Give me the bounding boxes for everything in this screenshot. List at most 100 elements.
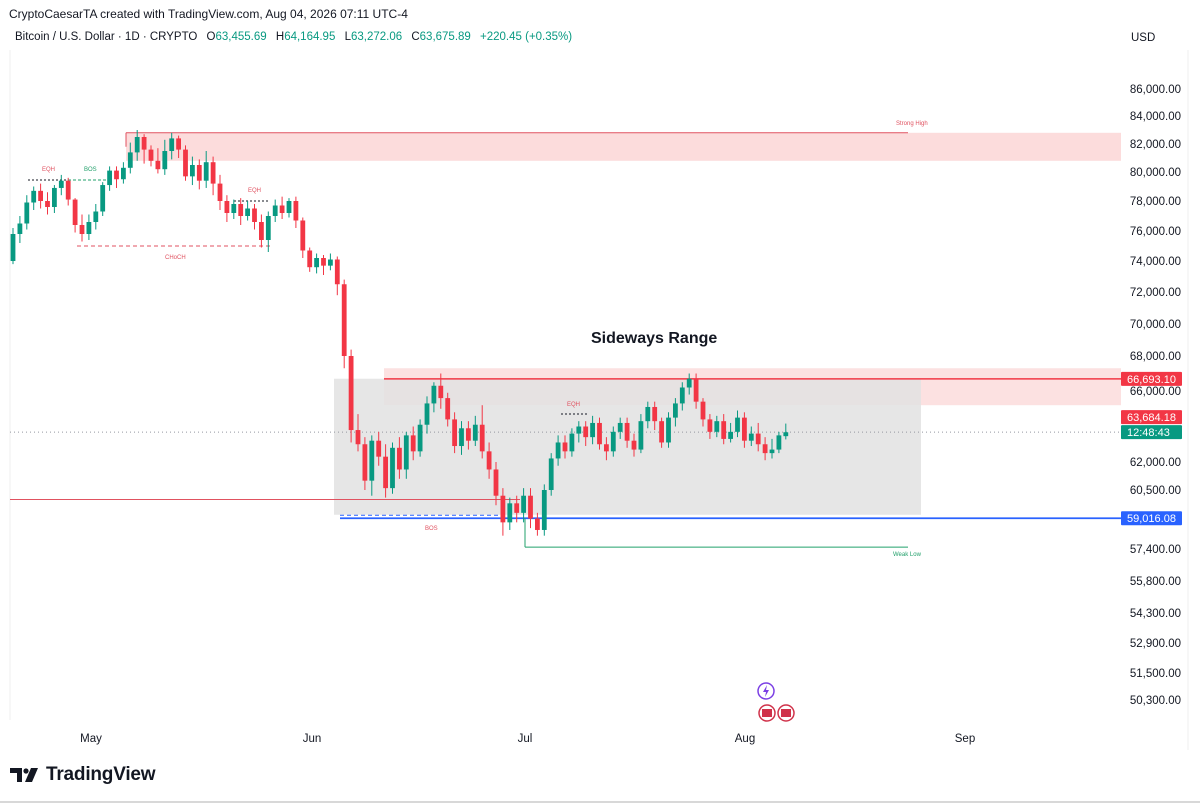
price-axis-label: 60,500.00 (1130, 485, 1181, 497)
time-axis-label: May (80, 733, 102, 745)
candle-body (31, 190, 37, 203)
candle (707, 414, 713, 439)
annotation-bos: BOS (425, 526, 438, 532)
symbol-name[interactable]: Bitcoin / U.S. Dollar · 1D · CRYPTO (15, 31, 198, 43)
high-label: H (275, 31, 285, 43)
candle (52, 185, 57, 213)
annotation-strong-high: Strong High (896, 121, 928, 127)
candle-body (390, 447, 395, 489)
candle-body (769, 449, 775, 454)
candle (638, 414, 644, 454)
candle (334, 256, 340, 296)
price-axis-label: 86,000.00 (1130, 84, 1181, 96)
candle (417, 419, 423, 457)
candle (38, 183, 43, 209)
candle-body (348, 356, 354, 431)
candle-body (617, 422, 623, 432)
candle-body (196, 165, 202, 181)
candle-body (493, 469, 499, 496)
candle-body (721, 421, 727, 439)
low-value: 63,272.06 (350, 31, 403, 43)
open-value: 63,455.69 (215, 31, 267, 43)
candle-body (403, 435, 409, 470)
candle (459, 421, 464, 455)
candle (100, 182, 106, 216)
candle-body (334, 259, 340, 285)
candle-body (286, 201, 292, 213)
price-axis-label: 80,000.00 (1130, 167, 1181, 179)
candle-body (431, 385, 437, 404)
candle (176, 135, 181, 158)
candle-body (307, 250, 313, 268)
candle-body (58, 180, 64, 188)
candle (58, 174, 64, 196)
annotation-bos: BOS (84, 167, 97, 173)
price-axis-label: 52,900.00 (1130, 638, 1181, 650)
candle (252, 204, 257, 230)
candle-body (659, 421, 664, 443)
candle (755, 422, 761, 452)
candle-body (24, 202, 30, 224)
candle-body (638, 421, 644, 450)
candle (348, 349, 354, 443)
candle-body (231, 204, 237, 213)
candle-body (562, 442, 568, 452)
price-axis-label: 78,000.00 (1130, 196, 1181, 208)
candle-body (569, 433, 575, 452)
candle-body (259, 222, 264, 240)
price-tag-label: 12:48:43 (1127, 427, 1170, 439)
candle-body (245, 208, 250, 216)
candle-body (121, 167, 126, 180)
candle-body (279, 205, 285, 213)
candle (265, 211, 271, 252)
lightning-bolt (763, 685, 769, 697)
currency-label[interactable]: USD (1131, 32, 1156, 44)
candle-body (362, 444, 368, 481)
bottom-divider (0, 801, 1200, 803)
candle (65, 177, 71, 206)
candle (583, 421, 589, 447)
annotation-weak-low: Weak Low (893, 552, 922, 558)
candle (479, 405, 485, 459)
candle (259, 214, 264, 248)
price-chart[interactable]: Strong High EQH BOS EQH CHoCH EQH BOS Weak Low S… (0, 0, 1200, 760)
candle-body (500, 495, 506, 523)
candle-body (100, 185, 106, 212)
candle (452, 412, 457, 454)
candle (576, 421, 582, 443)
candle-body (314, 258, 319, 268)
candle-body (700, 401, 706, 420)
candle-body (604, 444, 609, 452)
annotation-eqh: EQH (567, 402, 580, 408)
candle-body (65, 180, 71, 200)
close-value: 63,675.89 (419, 31, 471, 43)
candle (555, 435, 561, 466)
candle (24, 195, 30, 230)
candle (141, 134, 147, 164)
candle-body (397, 447, 402, 470)
candle-body (210, 162, 216, 184)
candle (548, 453, 554, 496)
flag-body (762, 709, 772, 717)
candle-body (169, 138, 175, 151)
tradingview-logo[interactable]: TradingView (10, 764, 156, 786)
supply-zone-high (126, 132, 1121, 161)
open-label: O (206, 31, 216, 43)
candle (624, 417, 630, 448)
candle-body (583, 426, 589, 438)
price-axis-label: 57,400.00 (1130, 544, 1181, 556)
candle-body (148, 149, 154, 161)
candle (162, 139, 168, 175)
candle-body (783, 432, 789, 437)
candle-body (624, 422, 630, 441)
candle (72, 198, 78, 233)
candle-body (141, 137, 147, 150)
candle-body (183, 149, 188, 177)
candle-body (693, 378, 699, 402)
candle-body (666, 417, 671, 443)
time-axis-label: Sep (955, 733, 975, 745)
candle-body (162, 151, 168, 170)
candle-body (272, 205, 278, 216)
candle (617, 417, 623, 439)
candle (10, 228, 16, 265)
